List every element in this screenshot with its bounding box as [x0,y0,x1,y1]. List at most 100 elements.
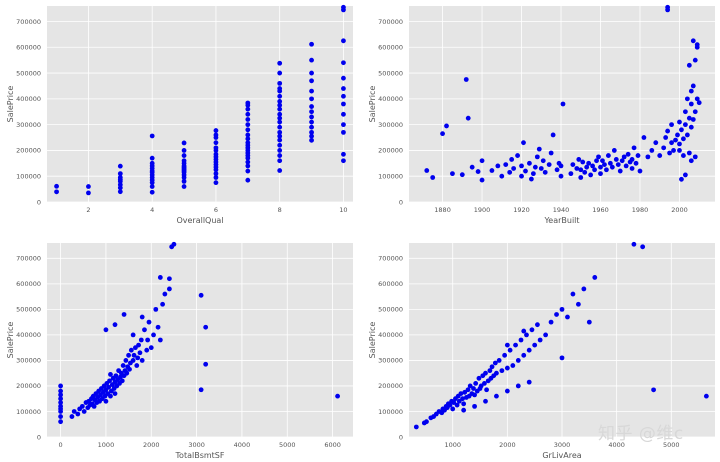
yearbuilt-data-point [671,148,676,153]
x-tick-label: 1000 [444,441,461,449]
yearbuilt-data-point [653,140,659,146]
overallqual-data-point [277,102,283,108]
overallqual-data-point [309,96,314,102]
yearbuilt-data-point [609,164,615,170]
y-tick-label: 500000 [16,69,41,77]
y-tick-label: 700000 [378,18,403,26]
overallqual-data-point [277,124,283,130]
totalbsmtsf-data-point [58,396,63,402]
overallqual-data-point [309,70,314,76]
yearbuilt-data-point [621,154,627,160]
overallqual-data-point [181,158,187,164]
grlivarea-data-point [504,365,510,371]
overallqual-data-point [309,129,314,135]
totalbsmtsf-data-point [58,392,63,398]
grlivarea-data-point [518,337,524,343]
x-tick-label: 0 [59,441,63,449]
yearbuilt-data-point [604,167,609,173]
totalbsmtsf-data-point [130,358,136,363]
totalbsmtsf-data-point [103,398,109,404]
overallqual-data-point [213,140,219,146]
yearbuilt-data-point [542,169,548,175]
grlivarea-data-point [489,364,495,370]
overallqual-data-point [245,136,251,142]
x-tick-label: 4 [150,206,154,214]
overallqual-data-point [277,86,283,91]
y-tick-label: 500000 [16,306,41,314]
overallqual-data-point [309,119,314,125]
plot-area [47,243,353,437]
totalbsmtsf-data-point [79,403,85,409]
yearbuilt-data-point [463,77,469,82]
grlivarea-data-point [521,328,527,334]
grlivarea-data-point [482,380,487,386]
grlivarea-data-point [515,383,521,389]
totalbsmtsf-data-point [134,363,140,368]
yearbuilt-data-point [692,154,698,160]
y-tick-label: 0 [37,198,41,206]
grlivarea-scatter-panel: 0 100000 200000 300000 400000 500000 600000 700… [368,241,715,460]
yearbuilt-data-point [696,100,702,106]
yearbuilt-data-point [479,177,485,183]
yearbuilt-data-point [507,169,513,175]
yearbuilt-data-point [694,96,700,102]
overallqual-data-point [277,142,283,148]
grlivarea-data-point [532,342,538,348]
overallqual-data-point [277,133,283,139]
y-tick-label: 600000 [378,280,403,288]
grlivarea-data-point [575,301,581,307]
totalbsmtsf-data-point [107,378,112,384]
overallqual-data-point [149,160,155,166]
x-tick-label: 2 [86,206,90,214]
grlivarea-data-point [494,393,499,399]
x-tick-label: 8 [278,206,282,214]
yearbuilt-data-point [594,158,599,164]
overallqual-data-point [309,88,314,94]
x-tick-label: 2000 [671,206,688,214]
grlivarea-data-point [526,347,532,353]
totalbsmtsf-data-point [139,314,145,320]
totalbsmtsf-data-point [136,342,141,348]
watermark: 知乎 @维c [598,424,684,444]
totalbsmtsf-data-point [162,291,168,297]
overallqual-data-point [117,182,123,188]
yearbuilt-data-point [677,141,682,147]
overallqual-data-point [341,38,346,44]
overallqual-data-point [117,175,123,180]
totalbsmtsf-data-point [146,319,152,325]
x-tick-label: 1940 [553,206,570,214]
overallqual-data-point [245,106,251,112]
grlivarea-data-point [507,347,513,353]
grlivarea-data-point [521,352,527,358]
totalbsmtsf-data-point [137,350,143,356]
totalbsmtsf-data-point [145,337,151,343]
overallqual-data-point [213,180,219,186]
grlivarea-data-point [484,387,489,393]
yearbuilt-data-point [682,109,688,115]
yearbuilt-data-point [633,160,639,166]
y-tick-label: 700000 [16,255,41,263]
grlivarea-data-point [586,319,592,325]
overallqual-data-point [54,183,59,189]
grlivarea-data-point [461,401,467,407]
grlivarea-data-point [565,314,570,320]
overallqual-data-point [245,177,251,183]
y-tick-label: 100000 [378,408,403,416]
yearbuilt-data-point [515,153,520,158]
overallqual-data-point [309,137,314,143]
overallqual-data-point [341,151,346,157]
x-tick-label: 1960 [592,206,609,214]
grlivarea-data-point [559,306,565,312]
overallqual-data-point [181,184,187,189]
x-tick-label: 1980 [632,206,649,214]
yearbuilt-data-point [578,175,584,180]
yearbuilt-data-point [690,83,696,89]
grlivarea-data-point [504,342,510,348]
yearbuilt-data-point [440,131,445,137]
y-axis-label: SalePrice [6,322,15,359]
yearbuilt-data-point [536,146,542,152]
overallqual-data-point [341,101,346,107]
overallqual-data-point [341,93,346,99]
x-tick-label: 2000 [143,441,160,449]
